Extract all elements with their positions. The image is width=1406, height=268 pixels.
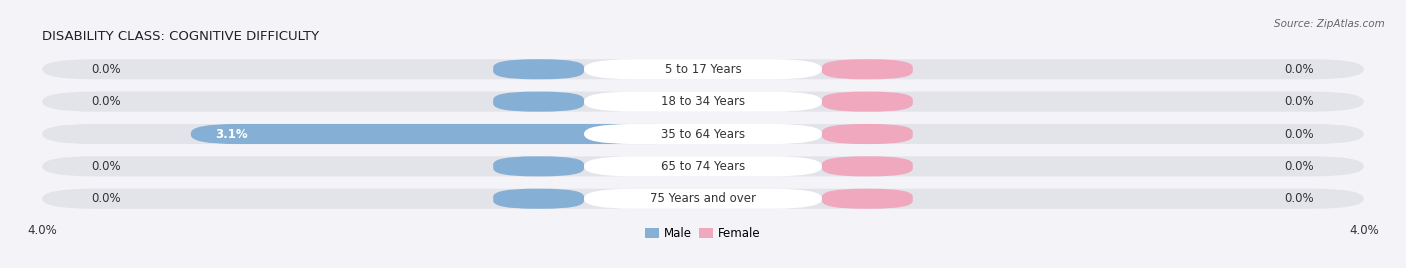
FancyBboxPatch shape (823, 59, 912, 79)
Text: 18 to 34 Years: 18 to 34 Years (661, 95, 745, 108)
FancyBboxPatch shape (494, 59, 583, 79)
Text: 0.0%: 0.0% (1285, 63, 1315, 76)
FancyBboxPatch shape (494, 189, 583, 209)
FancyBboxPatch shape (823, 189, 912, 209)
Text: 0.0%: 0.0% (91, 63, 121, 76)
Legend: Male, Female: Male, Female (641, 222, 765, 245)
Text: DISABILITY CLASS: COGNITIVE DIFFICULTY: DISABILITY CLASS: COGNITIVE DIFFICULTY (42, 30, 319, 43)
Text: 0.0%: 0.0% (1285, 192, 1315, 205)
Text: 0.0%: 0.0% (91, 95, 121, 108)
Text: 0.0%: 0.0% (1285, 95, 1315, 108)
FancyBboxPatch shape (494, 156, 583, 176)
FancyBboxPatch shape (191, 124, 703, 144)
Text: 0.0%: 0.0% (91, 160, 121, 173)
Text: 35 to 64 Years: 35 to 64 Years (661, 128, 745, 140)
Text: Source: ZipAtlas.com: Source: ZipAtlas.com (1274, 19, 1385, 29)
FancyBboxPatch shape (823, 92, 912, 112)
FancyBboxPatch shape (42, 92, 1364, 112)
Text: 0.0%: 0.0% (1285, 160, 1315, 173)
FancyBboxPatch shape (583, 189, 823, 209)
FancyBboxPatch shape (583, 59, 823, 79)
Text: 0.0%: 0.0% (91, 192, 121, 205)
Text: 0.0%: 0.0% (1285, 128, 1315, 140)
FancyBboxPatch shape (42, 124, 1364, 144)
Text: 5 to 17 Years: 5 to 17 Years (665, 63, 741, 76)
Text: 65 to 74 Years: 65 to 74 Years (661, 160, 745, 173)
Text: 3.1%: 3.1% (215, 128, 249, 140)
FancyBboxPatch shape (42, 156, 1364, 176)
FancyBboxPatch shape (823, 124, 912, 144)
FancyBboxPatch shape (823, 156, 912, 176)
FancyBboxPatch shape (583, 156, 823, 176)
FancyBboxPatch shape (583, 92, 823, 112)
FancyBboxPatch shape (42, 189, 1364, 209)
FancyBboxPatch shape (583, 124, 823, 144)
FancyBboxPatch shape (494, 92, 583, 112)
FancyBboxPatch shape (42, 59, 1364, 79)
Text: 75 Years and over: 75 Years and over (650, 192, 756, 205)
